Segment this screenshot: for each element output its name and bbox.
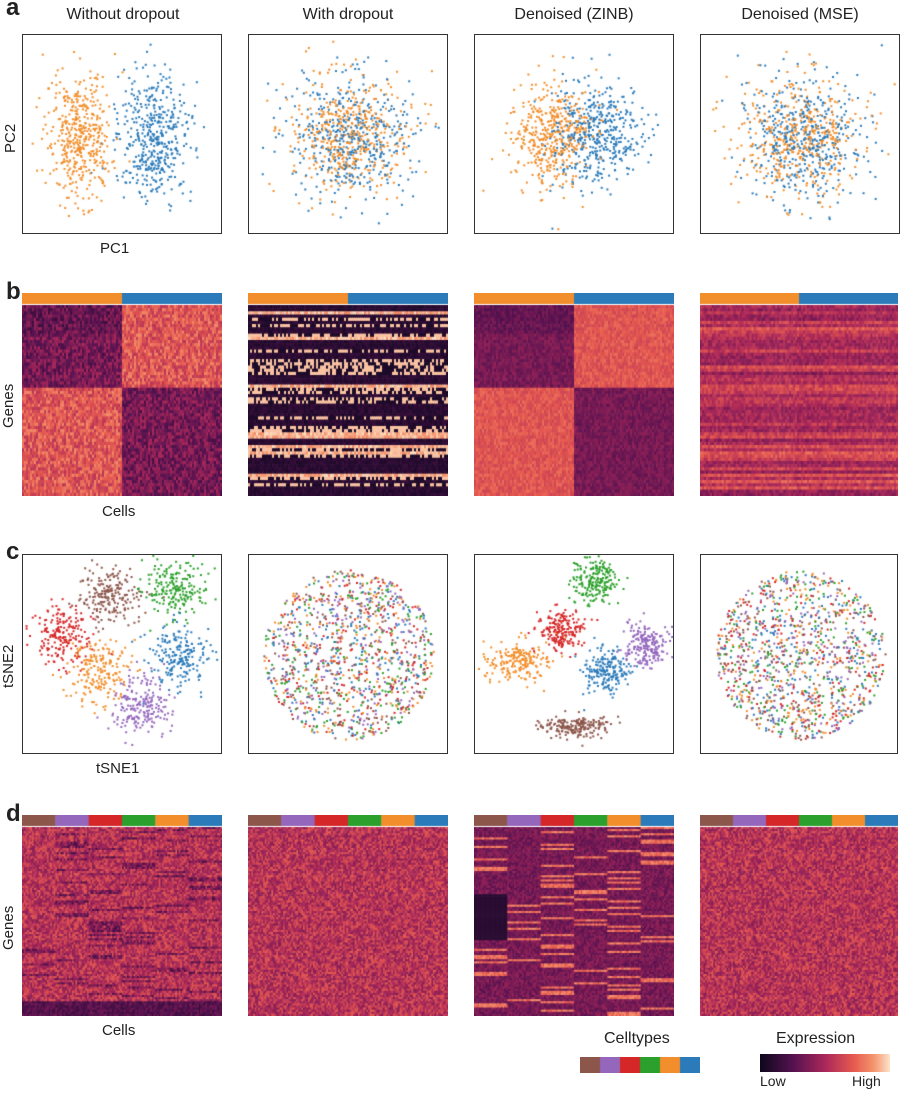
heatmap-b-without-dropout: [22, 293, 222, 496]
tsne2-axis-label: tSNE2: [0, 644, 17, 688]
column-title-with-dropout: With dropout: [302, 6, 394, 23]
column-title-denoised-mse: Denoised (MSE): [741, 6, 859, 23]
tsne1-axis-label: tSNE1: [96, 760, 140, 777]
celltypes-legend-title: Celltypes: [604, 1030, 670, 1047]
pca-plot-denoised-zinb: [474, 34, 674, 234]
heatmap-b-denoised-zinb: [474, 293, 674, 496]
panel-letter-a: a: [6, 0, 20, 21]
tsne-plot-denoised-mse: [700, 554, 898, 754]
heatmap-b-with-dropout: [248, 293, 448, 496]
pca-plot-with-dropout: [248, 34, 448, 234]
tsne-plot-denoised-zinb: [474, 554, 674, 754]
expression-legend-title: Expression: [776, 1030, 856, 1047]
cells-axis-label-b: Cells: [102, 503, 136, 520]
cells-axis-label-d: Cells: [102, 1022, 136, 1039]
heatmap-b-denoised-mse: [700, 293, 898, 496]
panel-letter-d: d: [6, 800, 21, 827]
heatmap-d-denoised-zinb: [474, 815, 674, 1016]
panel-letter-b: b: [6, 278, 21, 305]
pc2-axis-label: PC2: [2, 123, 19, 153]
heatmap-d-with-dropout: [248, 815, 448, 1016]
genes-axis-label-d: Genes: [0, 905, 17, 950]
expression-low-label: Low: [760, 1073, 786, 1089]
pc1-axis-label: PC1: [100, 240, 130, 257]
genes-axis-label-b: Genes: [0, 383, 17, 428]
pca-plot-denoised-mse: [700, 34, 900, 234]
tsne-plot-with-dropout: [248, 554, 448, 754]
column-title-without-dropout: Without dropout: [66, 6, 180, 23]
column-title-denoised-zinb: Denoised (ZINB): [514, 6, 634, 23]
heatmap-d-without-dropout: [22, 815, 222, 1016]
panel-letter-c: c: [6, 538, 20, 565]
tsne-plot-without-dropout: [22, 554, 222, 754]
expression-high-label: High: [852, 1073, 881, 1089]
heatmap-d-denoised-mse: [700, 815, 898, 1016]
expression-colorbar: [760, 1054, 890, 1072]
celltypes-legend-swatches: [580, 1057, 700, 1073]
pca-plot-without-dropout: [22, 34, 222, 234]
